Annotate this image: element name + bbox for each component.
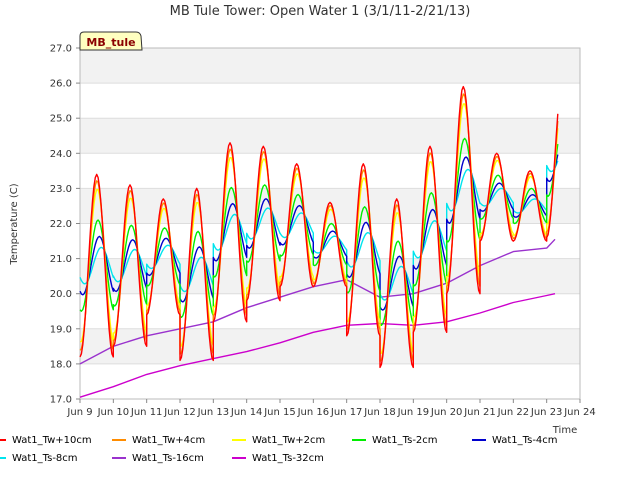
site-tag-label: MB_tule (86, 36, 135, 49)
x-tick-label: Jun 12 (163, 407, 196, 418)
x-tick-label: Jun 22 (497, 407, 530, 418)
y-tick-label: 19.0 (50, 324, 72, 335)
plot-band (80, 328, 580, 364)
plot-band (80, 83, 580, 119)
series-line-wat1-ts-16cm (79, 238, 556, 365)
chart-title: MB Tule Tower: Open Water 1 (3/1/11-2/21… (170, 4, 471, 19)
series-line-wat1-tw-10cm (79, 85, 559, 369)
legend-label: Wat1_Ts-8cm (12, 453, 78, 464)
y-axis-title: Temperature (C) (9, 183, 20, 265)
x-tick-label: Jun 23 (530, 407, 563, 418)
x-tick-label: Jun 14 (230, 407, 263, 418)
y-tick-label: 23.0 (50, 184, 72, 195)
legend-label: Wat1_Ts-4cm (492, 435, 558, 446)
x-tick-label: Jun 19 (397, 407, 430, 418)
y-tick-label: 17.0 (50, 395, 72, 406)
series-line-wat1-ts-4cm (79, 154, 559, 311)
y-tick-label: 27.0 (50, 44, 72, 55)
site-tag-box (79, 31, 143, 51)
x-tick-label: Jun 13 (197, 407, 230, 418)
plot-band (80, 363, 580, 399)
series-line-wat1-ts-8cm (79, 160, 559, 301)
y-tick-label: 22.0 (50, 219, 72, 230)
legend-label: Wat1_Tw+4cm (132, 435, 205, 446)
y-tick-label: 18.0 (50, 359, 72, 370)
x-tick-label: Jun 15 (263, 407, 296, 418)
y-tick-label: 20.0 (50, 289, 72, 300)
x-tick-label: Jun 18 (363, 407, 396, 418)
y-axis: 17.0 18.0 19.0 20.0 21.0 22.0 23.0 24.0 25.0 26.0… (50, 44, 80, 406)
legend-label: Wat1_Ts-2cm (372, 435, 438, 446)
legend-label: Wat1_Ts-32cm (252, 453, 324, 464)
legend-label: Wat1_Tw+10cm (12, 435, 92, 446)
y-tick-label: 21.0 (50, 254, 72, 265)
x-axis-title: Time (552, 425, 577, 436)
plot-band (80, 153, 580, 189)
series-layer (79, 85, 559, 398)
x-axis: Jun 9 Jun 10 Jun 11 Jun 12 Jun 13 Jun 14 Jun 1… (66, 399, 596, 418)
plot-band (80, 118, 580, 154)
x-tick-label: Jun 21 (463, 407, 496, 418)
y-tick-label: 26.0 (50, 79, 72, 90)
legend-label: Wat1_Ts-16cm (132, 453, 204, 464)
x-tick-label: Jun 9 (66, 407, 92, 418)
legend-label: Wat1_Tw+2cm (252, 435, 325, 446)
x-tick-label: Jun 11 (130, 407, 163, 418)
series-line-wat1-ts-2cm (79, 137, 559, 326)
x-tick-label: Jun 10 (97, 407, 130, 418)
y-tick-label: 24.0 (50, 149, 72, 160)
legend: Wat1_Tw+10cm Wat1_Tw+4cm Wat1_Tw+2cm Wat1_T… (0, 435, 558, 464)
site-tag: MB_tule (79, 31, 143, 51)
x-tick-label: Jun 24 (563, 407, 596, 418)
x-tick-label: Jun 17 (330, 407, 363, 418)
series-line-wat1-ts-32cm (79, 293, 556, 398)
plot-band (80, 293, 580, 329)
plot-band (80, 48, 580, 84)
x-tick-label: Jun 20 (430, 407, 463, 418)
x-tick-label: Jun 16 (297, 407, 330, 418)
y-tick-label: 25.0 (50, 114, 72, 125)
plot-band (80, 258, 580, 294)
